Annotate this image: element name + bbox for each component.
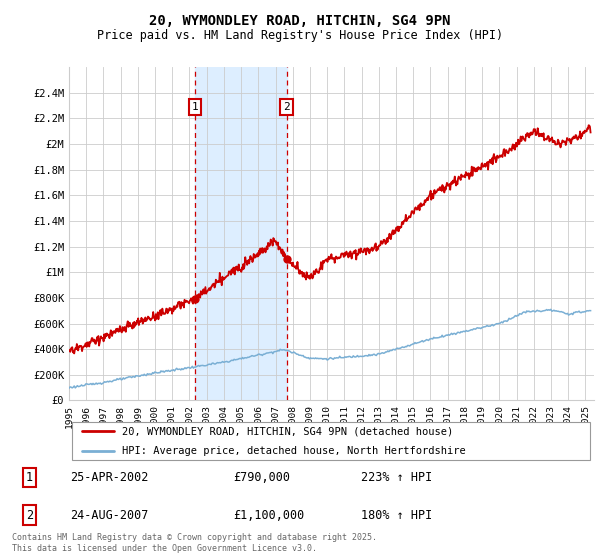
- Text: £1,100,000: £1,100,000: [233, 508, 304, 521]
- Text: 180% ↑ HPI: 180% ↑ HPI: [361, 508, 433, 521]
- Text: 25-APR-2002: 25-APR-2002: [70, 471, 149, 484]
- FancyBboxPatch shape: [71, 422, 590, 460]
- Text: 20, WYMONDLEY ROAD, HITCHIN, SG4 9PN: 20, WYMONDLEY ROAD, HITCHIN, SG4 9PN: [149, 14, 451, 28]
- Text: 2: 2: [26, 508, 33, 521]
- Text: £790,000: £790,000: [233, 471, 290, 484]
- Bar: [195, 67, 287, 400]
- Text: 2: 2: [283, 102, 290, 112]
- Text: 20, WYMONDLEY ROAD, HITCHIN, SG4 9PN (detached house): 20, WYMONDLEY ROAD, HITCHIN, SG4 9PN (de…: [121, 426, 453, 436]
- Text: 1: 1: [191, 102, 199, 112]
- Text: 223% ↑ HPI: 223% ↑ HPI: [361, 471, 433, 484]
- Text: Contains HM Land Registry data © Crown copyright and database right 2025.
This d: Contains HM Land Registry data © Crown c…: [12, 533, 377, 553]
- Text: HPI: Average price, detached house, North Hertfordshire: HPI: Average price, detached house, Nort…: [121, 446, 465, 456]
- Text: 1: 1: [26, 471, 33, 484]
- Text: Price paid vs. HM Land Registry's House Price Index (HPI): Price paid vs. HM Land Registry's House …: [97, 29, 503, 42]
- Text: 24-AUG-2007: 24-AUG-2007: [70, 508, 149, 521]
